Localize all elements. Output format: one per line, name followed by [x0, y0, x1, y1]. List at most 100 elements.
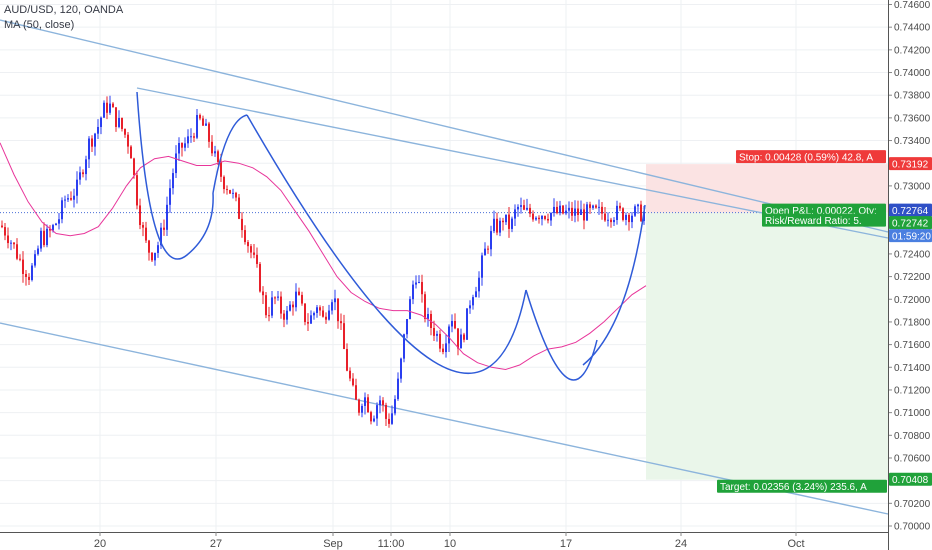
- candle-body: [355, 385, 357, 400]
- candle-body: [286, 310, 288, 320]
- candle-body: [322, 310, 324, 317]
- cup-pattern-drawings[interactable]: [136, 91, 646, 381]
- candle-body: [544, 216, 546, 219]
- candle-body: [109, 103, 111, 113]
- candle-body: [349, 370, 351, 379]
- candle-body: [187, 136, 189, 144]
- channel-line: [0, 19, 889, 233]
- candle-body: [388, 418, 390, 424]
- candle-body: [277, 296, 279, 298]
- candle-body: [58, 219, 60, 224]
- symbol-title[interactable]: AUD/USD, 120, OANDA: [4, 4, 124, 16]
- candle-body: [598, 206, 600, 208]
- candle-body: [217, 151, 219, 162]
- candle-body: [436, 333, 438, 336]
- candle-body: [247, 242, 249, 247]
- candle-body: [442, 348, 444, 353]
- candle-body: [181, 142, 183, 148]
- candle-body: [394, 399, 396, 414]
- ma-line: [0, 142, 647, 371]
- pattern-curve: [525, 289, 598, 381]
- candle-body: [631, 215, 633, 223]
- candle-body: [391, 413, 393, 424]
- candle-body: [427, 314, 429, 319]
- countdown-tag: 01:59:20: [892, 232, 931, 243]
- candle-body: [508, 214, 510, 229]
- pattern-curve: [136, 91, 248, 260]
- candle-body: [361, 405, 363, 413]
- candle-body: [7, 235, 9, 244]
- stop-label: Stop: 0.00428 (0.59%) 42.8, A: [739, 153, 873, 164]
- candle-body: [547, 218, 549, 221]
- candle-body: [484, 248, 486, 256]
- candle-body: [403, 334, 405, 359]
- candle-body: [220, 161, 222, 177]
- x-tick-label: 20: [94, 538, 106, 550]
- candle-body: [229, 190, 231, 194]
- candle-body: [235, 192, 237, 198]
- candle-body: [559, 205, 561, 214]
- candle-body: [238, 197, 240, 219]
- price-tag-current: 0.72742: [892, 219, 929, 230]
- candle-body: [139, 205, 141, 226]
- y-tick-label: 0.70600: [894, 453, 931, 464]
- y-tick-label: 0.73800: [894, 91, 931, 102]
- candle-body: [454, 320, 456, 329]
- candle-body: [244, 230, 246, 243]
- candle-body: [193, 136, 195, 138]
- risk-reward-label-bg: [762, 213, 886, 227]
- x-tick-label: Oct: [787, 538, 804, 550]
- candle-body: [241, 218, 243, 231]
- candle-body: [214, 151, 216, 154]
- candle-body: [130, 146, 132, 159]
- candle-body: [487, 248, 489, 250]
- candle-body: [265, 295, 267, 316]
- y-tick-label: 0.71400: [894, 363, 931, 374]
- candle-body: [157, 245, 159, 253]
- candle-body: [250, 246, 252, 253]
- candle-body: [319, 307, 321, 311]
- candle-body: [373, 418, 375, 422]
- price-axis[interactable]: 0.74600 0.74400 0.74200 0.74000 0.73800 0.736…: [888, 0, 931, 550]
- candle-body: [424, 294, 426, 319]
- candle-body: [46, 228, 48, 246]
- time-axis[interactable]: 20 27 Sep 11:00 10 17 24 Oct: [0, 532, 888, 550]
- candle-body: [274, 297, 276, 299]
- y-tick-label: 0.72000: [894, 295, 931, 306]
- candle-body: [463, 334, 465, 340]
- candle-body: [19, 258, 21, 260]
- candle-body: [310, 315, 312, 324]
- candle-body: [49, 228, 51, 231]
- candle-body: [64, 199, 66, 201]
- candle-body: [43, 230, 45, 246]
- candle-body: [634, 206, 636, 216]
- candle-body: [577, 208, 579, 215]
- candle-body: [202, 118, 204, 126]
- candle-body: [85, 159, 87, 175]
- target-label-bg: [717, 479, 887, 493]
- candle-body: [289, 304, 291, 311]
- candle-body: [472, 297, 474, 306]
- candle-body: [475, 291, 477, 298]
- candle-body: [205, 123, 207, 126]
- indicator-title[interactable]: MA (50, close): [4, 19, 75, 31]
- candle-body: [613, 219, 615, 223]
- candle-body: [295, 291, 297, 308]
- candle-body: [115, 107, 117, 127]
- candle-body: [232, 192, 234, 194]
- candle-body: [565, 210, 567, 214]
- risk-reward-label: Risk/Reward Ratio: 5.: [765, 216, 862, 227]
- candle-body: [466, 308, 468, 340]
- candle-body: [499, 220, 501, 233]
- candle-body: [514, 209, 516, 219]
- candle-body: [4, 227, 6, 236]
- price-tag-stop: 0.73192: [892, 160, 929, 171]
- candle-body: [367, 397, 369, 413]
- price-tag-stop-bg: [889, 157, 932, 171]
- candle-body: [589, 204, 591, 208]
- candle-body: [397, 378, 399, 400]
- y-tick-label: 0.71200: [894, 385, 931, 396]
- candle-body: [82, 172, 84, 175]
- price-tags: Stop: 0.00428 (0.59%) 42.8, A Open P&L: 0…: [717, 150, 932, 493]
